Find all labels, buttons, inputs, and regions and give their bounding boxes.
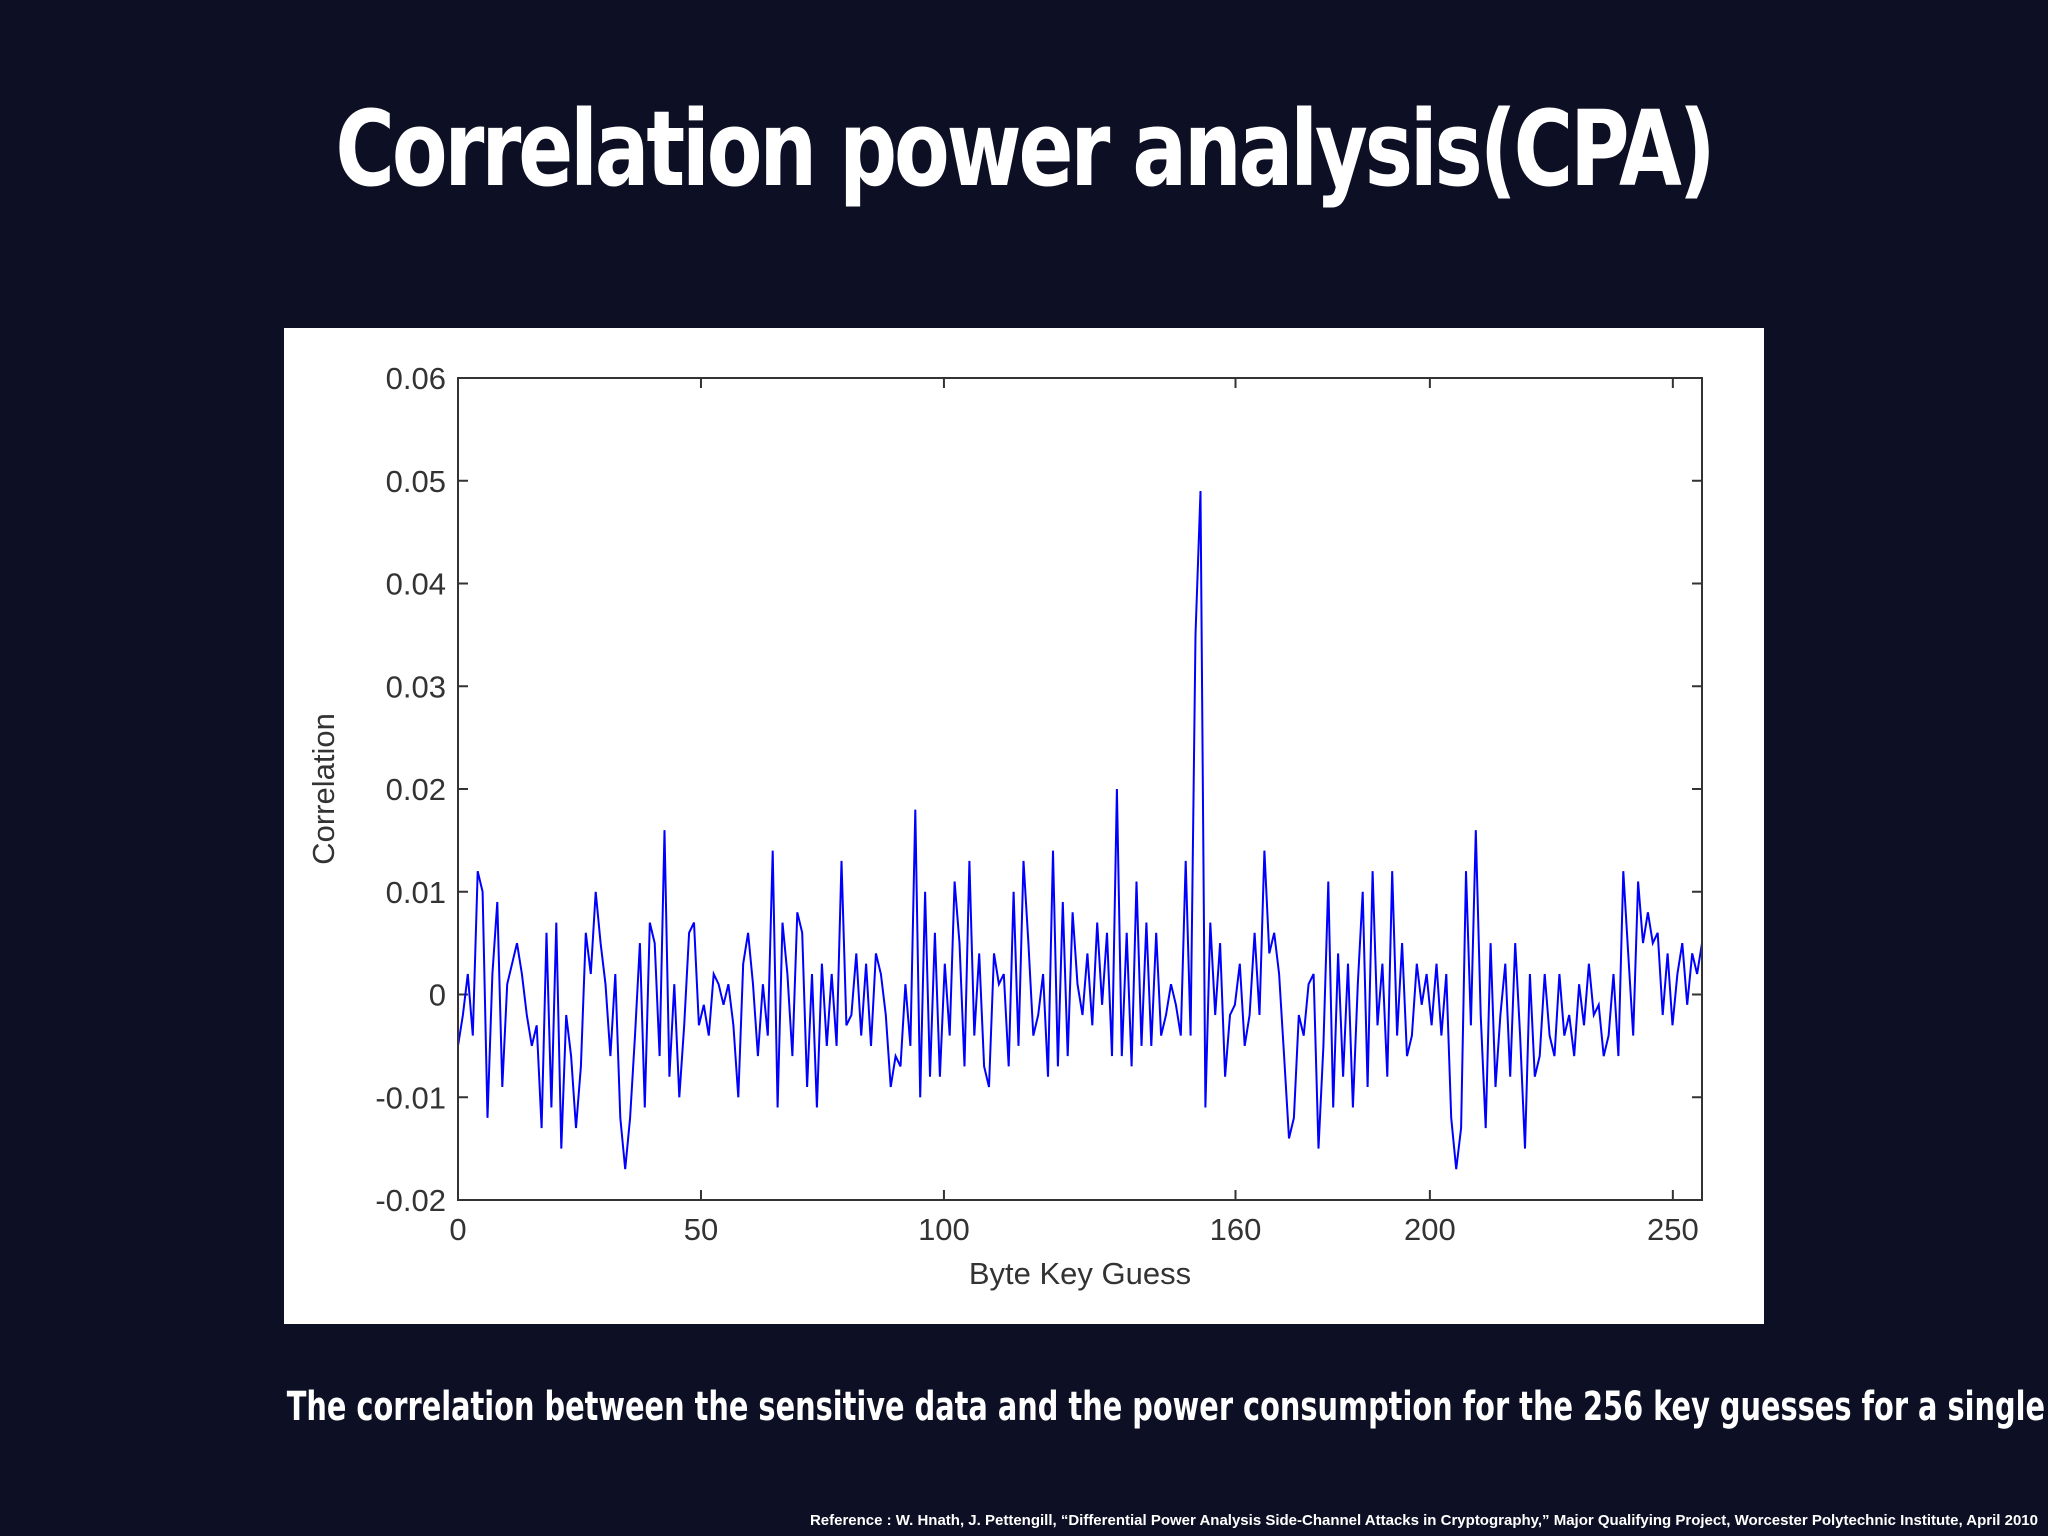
- x-tick-label: 160: [1210, 1212, 1262, 1247]
- plot-frame: [457, 377, 1703, 1201]
- y-tick-label: 0.05: [386, 464, 446, 499]
- y-tick-label: 0: [429, 978, 446, 1013]
- y-tick-label: 0.01: [386, 875, 446, 910]
- y-tick-label: -0.02: [375, 1183, 446, 1218]
- x-tick-label: 50: [684, 1212, 718, 1247]
- series-layer: [457, 490, 1703, 1170]
- x-axis-label: Byte Key Guess: [969, 1256, 1191, 1291]
- chart-background: [284, 328, 1764, 1324]
- y-tick-label: -0.01: [375, 1080, 446, 1115]
- ticks-layer: 0 50 100 160 200 250 -0.02 -0.01 0 0.01 0.02 0.03 0.…: [375, 361, 1702, 1247]
- x-tick-label: 0: [449, 1212, 466, 1247]
- slide-caption: The correlation between the sensitive da…: [286, 1384, 2048, 1430]
- y-tick-label: 0.02: [386, 772, 446, 807]
- x-tick-label: 200: [1404, 1212, 1456, 1247]
- y-tick-label: 0.03: [386, 669, 446, 704]
- y-axis-label: Correlation: [306, 713, 341, 865]
- correlation-series-line: [457, 490, 1703, 1170]
- chart-panel: 0 50 100 160 200 250 -0.02 -0.01 0 0.01 0.02 0.03 0.…: [284, 328, 1764, 1324]
- y-tick-label: 0.04: [386, 567, 446, 602]
- correlation-chart: 0 50 100 160 200 250 -0.02 -0.01 0 0.01 0.02 0.03 0.…: [284, 328, 1764, 1324]
- y-tick-label: 0.06: [386, 361, 446, 396]
- x-tick-label: 100: [918, 1212, 970, 1247]
- slide-title: Correlation power analysis(CPA): [335, 88, 1715, 210]
- reference-citation: Reference : W. Hnath, J. Pettengill, “Di…: [809, 1512, 2038, 1529]
- x-tick-label: 250: [1647, 1212, 1699, 1247]
